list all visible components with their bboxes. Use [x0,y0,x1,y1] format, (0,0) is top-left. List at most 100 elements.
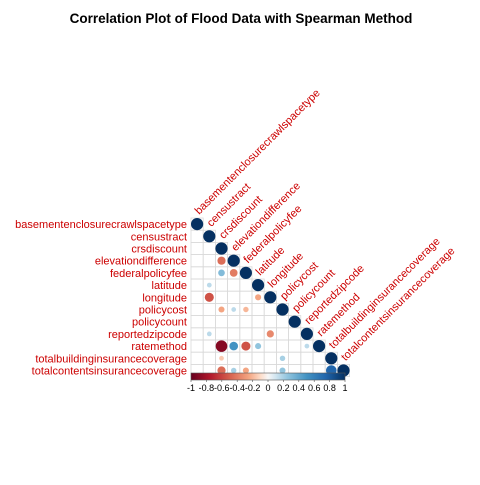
grid-cell [288,351,302,365]
colorbar-tick-label: 0.6 [308,383,321,393]
grid-cell [190,339,204,353]
grid-cell [190,315,204,329]
correlation-circle [279,367,286,374]
grid-cell [239,290,253,304]
grid-cell [239,278,253,292]
correlation-circle [206,282,212,288]
grid-cell [263,339,277,353]
grid-cell [251,315,265,329]
row-label: basementenclosurecrawlspacetype [15,219,187,231]
correlation-circle [288,315,301,328]
grid-cell [275,339,289,353]
correlation-circle [218,306,225,313]
correlation-circle [241,341,251,351]
correlation-circle [229,269,238,277]
grid-cell [190,278,204,292]
grid-cell [227,278,241,292]
correlation-circle [217,256,226,265]
colorbar-tick-label: 0.2 [277,383,290,393]
grid-cell [312,351,326,365]
correlation-circle [255,294,262,301]
correlation-circle [203,230,216,243]
grid-cell [202,351,216,365]
correlation-circle [215,340,228,352]
grid-cell [202,315,216,329]
grid-cell [190,351,204,365]
grid-cell [263,302,277,316]
colorbar-tick-label: -0.8 [199,383,215,393]
grid-cell [202,254,216,268]
grid-cell [190,254,204,268]
grid-cell [190,327,204,341]
row-label: crsdiscount [131,244,187,256]
correlation-circle [255,343,262,350]
correlation-circle [264,291,277,304]
correlation-circle [215,242,228,255]
grid-cell [288,327,302,341]
correlation-circle [279,355,286,362]
colorbar-tick-label: -1 [187,383,195,393]
grid-cell [263,315,277,329]
grid-cell [251,302,265,316]
grid-cell [227,327,241,341]
colorbar-tick-label: -0.6 [214,383,230,393]
colorbar-tick-label: 1 [342,383,347,393]
grid-cell [227,290,241,304]
correlation-circle [313,340,326,353]
grid-cell [202,241,216,255]
grid-cell [227,315,241,329]
column-labels: basementenclosurecrawlspacetypecensustra… [193,87,458,363]
grid-cell [190,290,204,304]
colorbar-tick-label: 0.4 [293,383,306,393]
row-label: policycount [132,317,187,329]
correlation-circle [239,266,252,279]
grid-cell [190,302,204,316]
correlation-circle [266,330,274,338]
grid-cell [251,327,265,341]
grid-cell [251,351,265,365]
row-label: reportedzipcode [108,329,187,341]
grid-cell [263,351,277,365]
colorbar: -1 -0.8 -0.6 -0.4 -0.2 0 0.2 0.4 0.6 0.8 1 [187,372,348,393]
correlation-circle [229,341,239,351]
row-label: ratemethod [131,341,187,353]
row-label: censustract [131,231,187,243]
grid-cell [275,315,289,329]
correlation-circle [191,218,204,231]
correlation-circle [230,367,237,374]
grid-cell [202,339,216,353]
grid-cell [202,266,216,280]
grid-cell [190,241,204,255]
circle-layer [191,218,350,377]
colorbar-tick-label: -0.2 [245,383,261,393]
colorbar-gradient [190,372,346,381]
grid-cell [300,351,314,365]
correlation-circle [243,306,249,313]
grid-cell [214,278,228,292]
grid-cell [239,327,253,341]
row-label: totalbuildinginsurancecoverage [35,353,187,365]
correlation-circle [218,269,225,277]
grid-cell [239,351,253,365]
grid-cell [190,266,204,280]
grid-cell [288,339,302,353]
colorbar-tick-label: 0 [265,383,270,393]
colorbar-tick-label: -0.4 [229,383,245,393]
correlation-circle [242,367,249,374]
row-label: federalpolicyfee [110,268,187,280]
correlation-circle [304,343,310,349]
row-label: latitude [152,280,187,292]
row-label: policycost [139,305,187,317]
correlation-circle [231,307,237,312]
correlation-circle [252,279,265,292]
grid-cell [202,302,216,316]
correlation-circle [217,366,226,375]
chart-title: Correlation Plot of Flood Data with Spea… [70,11,413,26]
grid-cell [275,327,289,341]
correlation-circle [276,303,289,316]
grid-cell [214,315,228,329]
correlation-circle [206,331,212,337]
row-label: totalcontentsinsurancecoverage [32,366,187,378]
